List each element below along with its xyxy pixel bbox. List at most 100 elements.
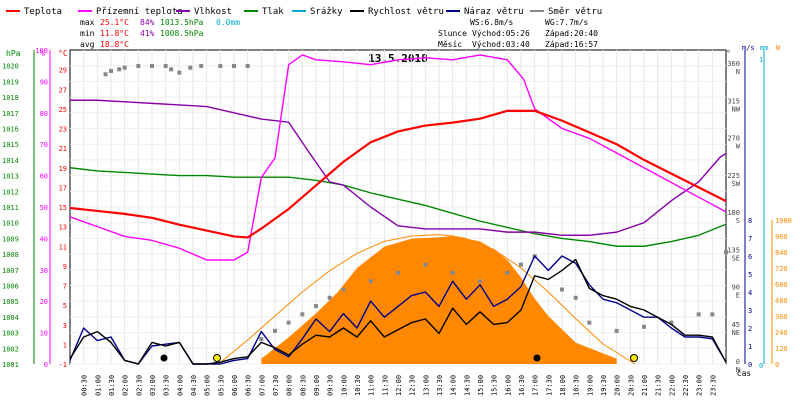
series-smer-vetru-point [188, 65, 193, 70]
ms-tick-label: 1 [748, 343, 752, 351]
w-tick-label: 840 [775, 249, 788, 257]
pct-tick-label: 30 [40, 267, 48, 275]
x-tick-label: 14:30 [463, 375, 471, 396]
w-tick-label: 480 [775, 297, 788, 305]
dir-cardinal-label: N [736, 366, 740, 374]
x-tick-label: 11:30 [381, 375, 389, 396]
series-teoreticke-zareni-line [218, 234, 636, 365]
x-tick-label: 22:30 [682, 375, 690, 396]
x-tick-label: 10:30 [354, 375, 362, 396]
series-smer-vetru-point [199, 64, 204, 68]
series-smer-vetru-point [560, 287, 564, 292]
plot-area [69, 54, 728, 365]
x-tick-label: 21:30 [655, 375, 663, 396]
x-tick-label: 13:00 [422, 375, 430, 396]
hpa-tick-label: 1012 [2, 188, 19, 196]
x-tick-label: 08:30 [299, 375, 307, 396]
series-smer-vetru-point [218, 64, 223, 68]
series-smer-vetru-point [163, 64, 168, 68]
x-tick-label: 09:30 [327, 375, 335, 396]
series-smer-vetru-point [450, 270, 455, 275]
w-tick-label: 0 [775, 361, 779, 369]
series-smer-vetru-point [259, 337, 264, 342]
dir-tick-label: 270 [727, 135, 740, 143]
w-tick-label: 720 [775, 265, 788, 273]
x-tick-label: 19:00 [586, 375, 594, 396]
degc-tick-label: -1 [59, 361, 67, 369]
series-teplota-line [69, 109, 727, 239]
hpa-tick-label: 1017 [2, 110, 19, 118]
series-smer-vetru-point [177, 70, 182, 75]
axis-unit-pct: % [40, 49, 45, 58]
x-tick-label: 03:30 [163, 375, 171, 396]
x-tick-label: 02:00 [122, 375, 130, 396]
x-tick-label: 20:30 [627, 375, 635, 396]
stats-avg-temp: 18.8°C [100, 40, 129, 49]
series-smer-vetru-point [573, 295, 578, 300]
x-tick-label: 15:30 [491, 375, 499, 396]
x-tick-label: 06:00 [231, 375, 239, 396]
dir-cardinal-label: N [736, 68, 740, 76]
stats-ws: WS:6.8m/s [470, 18, 514, 27]
stats-min-press: 1008.5hPa [160, 29, 204, 38]
legend-item-teplota: Teplota [6, 7, 62, 17]
pct-tick-label: 80 [40, 110, 48, 118]
degc-tick-label: 25 [59, 106, 67, 114]
svg-text:Rychlost větru: Rychlost větru [368, 7, 444, 17]
svg-text:Vlhkost: Vlhkost [194, 7, 232, 17]
degc-tick-label: 21 [59, 145, 67, 153]
hpa-tick-label: 1001 [2, 361, 19, 369]
series-smer-vetru-point [478, 279, 482, 284]
dir-tick-label: 0 [736, 358, 740, 366]
ms-tick-label: 3 [748, 307, 752, 315]
axis-unit-w: W [776, 44, 781, 52]
axis-unit-dir: ° [726, 49, 731, 58]
pct-tick-label: 50 [40, 204, 48, 212]
legend-item-prizemni-teplota: Přízemní teplota [78, 7, 183, 17]
hpa-tick-label: 1009 [2, 235, 19, 243]
stats-moon-set: Západ:16:57 [545, 40, 598, 49]
stats-block: max 25.1°C 84% 1013.5hPa 0.0mm min 11.8°… [80, 18, 598, 49]
stats-moon-rise: Východ:03:40 [472, 40, 530, 49]
hpa-tick-label: 1019 [2, 78, 19, 86]
pct-tick-label: 20 [40, 298, 48, 306]
axis-ticks: 00:30 01:00 01:30 02:00 02:30 03:00 03:30 04:00… [2, 47, 792, 396]
axis-mm-top: 1 [759, 56, 763, 64]
ms-tick-label: 2 [748, 325, 752, 333]
x-tick-label: 03:00 [149, 375, 157, 396]
stats-max-hum: 84% [140, 18, 155, 27]
series-smer-vetru-point [314, 304, 318, 309]
degc-tick-label: 9 [63, 263, 67, 271]
series-smer-vetru-point [300, 312, 305, 317]
axis-unit-degc: °C [58, 49, 68, 58]
axis-unit-hpa: hPa [6, 49, 21, 58]
legend-item-srazky: Srážky [292, 7, 343, 17]
hpa-tick-label: 1006 [2, 283, 19, 291]
x-tick-label: 23:30 [709, 375, 717, 396]
ms-tick-label: 5 [748, 271, 752, 279]
x-tick-label: 17:00 [532, 375, 540, 396]
x-tick-label: 04:30 [190, 375, 198, 396]
series-smer-vetru-point [169, 67, 174, 72]
x-tick-label: 09:00 [313, 375, 321, 396]
x-tick-label: 01:30 [108, 375, 116, 396]
x-tick-label: 22:00 [668, 375, 676, 396]
x-tick-label: 06:30 [245, 375, 253, 396]
x-axis-label: čas [737, 368, 752, 378]
dir-tick-label: 135 [727, 246, 740, 254]
degc-tick-label: 19 [59, 165, 67, 173]
series-smer-vetru-point [519, 262, 523, 267]
stats-min-label: min [80, 29, 95, 38]
hpa-tick-label: 1016 [2, 126, 19, 134]
w-tick-label: 600 [775, 281, 788, 289]
x-tick-label: 20:00 [614, 375, 622, 396]
dir-cardinal-label: S [736, 217, 740, 225]
series-smer-vetru-point [696, 312, 701, 317]
series-smer-vetru-point [614, 328, 619, 333]
ms-tick-label: 8 [748, 217, 752, 225]
hpa-tick-label: 1011 [2, 204, 19, 212]
degc-tick-label: 11 [59, 243, 67, 251]
series-smer-vetru-point [423, 262, 428, 267]
degc-tick-label: 15 [59, 204, 67, 212]
degc-tick-label: 23 [59, 126, 67, 134]
